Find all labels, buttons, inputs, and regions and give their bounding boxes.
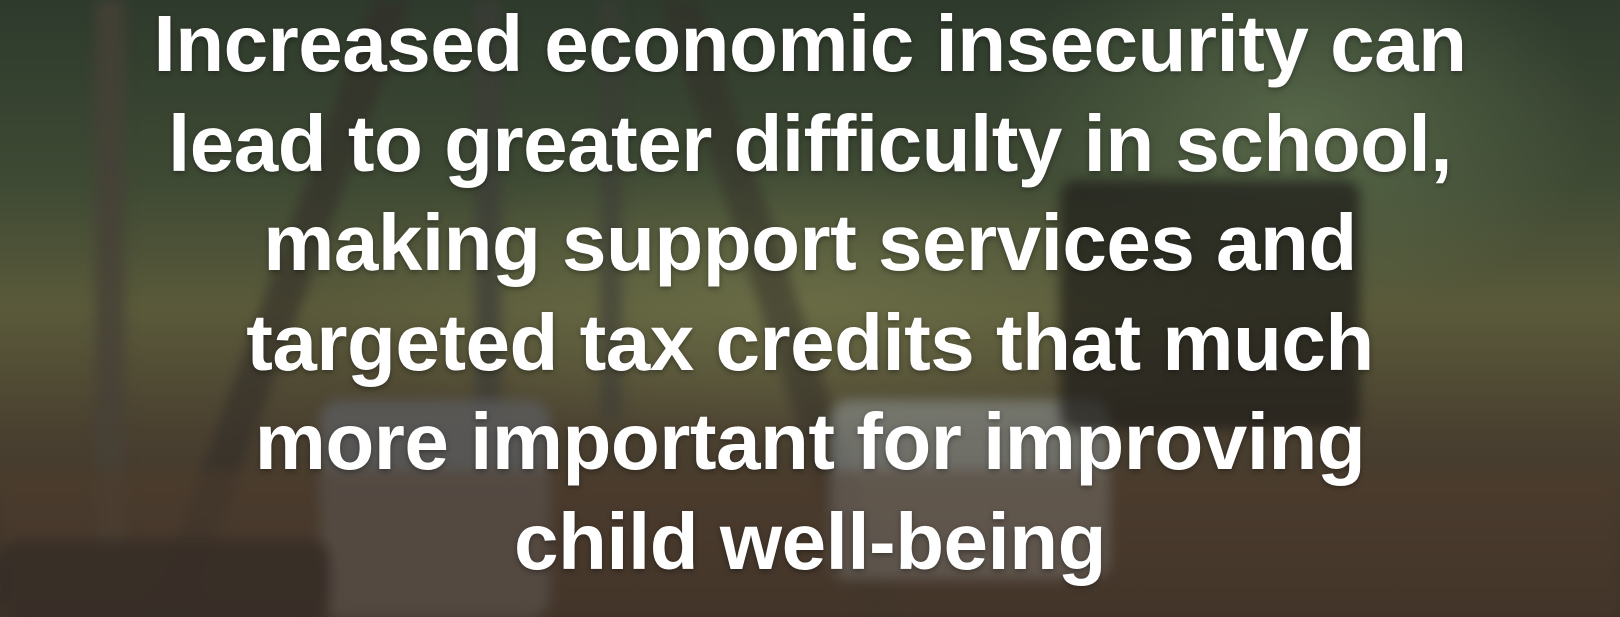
page: Increased economic insecurity canlead to… [0, 0, 1620, 617]
headline-line: child well-being [0, 492, 1620, 592]
headline-line: Increased economic insecurity can [0, 0, 1620, 94]
headline-line: more important for improving [0, 392, 1620, 492]
headline-line: targeted tax credits that much [0, 293, 1620, 393]
headline-line: making support services and [0, 193, 1620, 293]
hero-banner: Increased economic insecurity canlead to… [0, 0, 1620, 617]
headline-line: lead to greater difficulty in school, [0, 94, 1620, 194]
